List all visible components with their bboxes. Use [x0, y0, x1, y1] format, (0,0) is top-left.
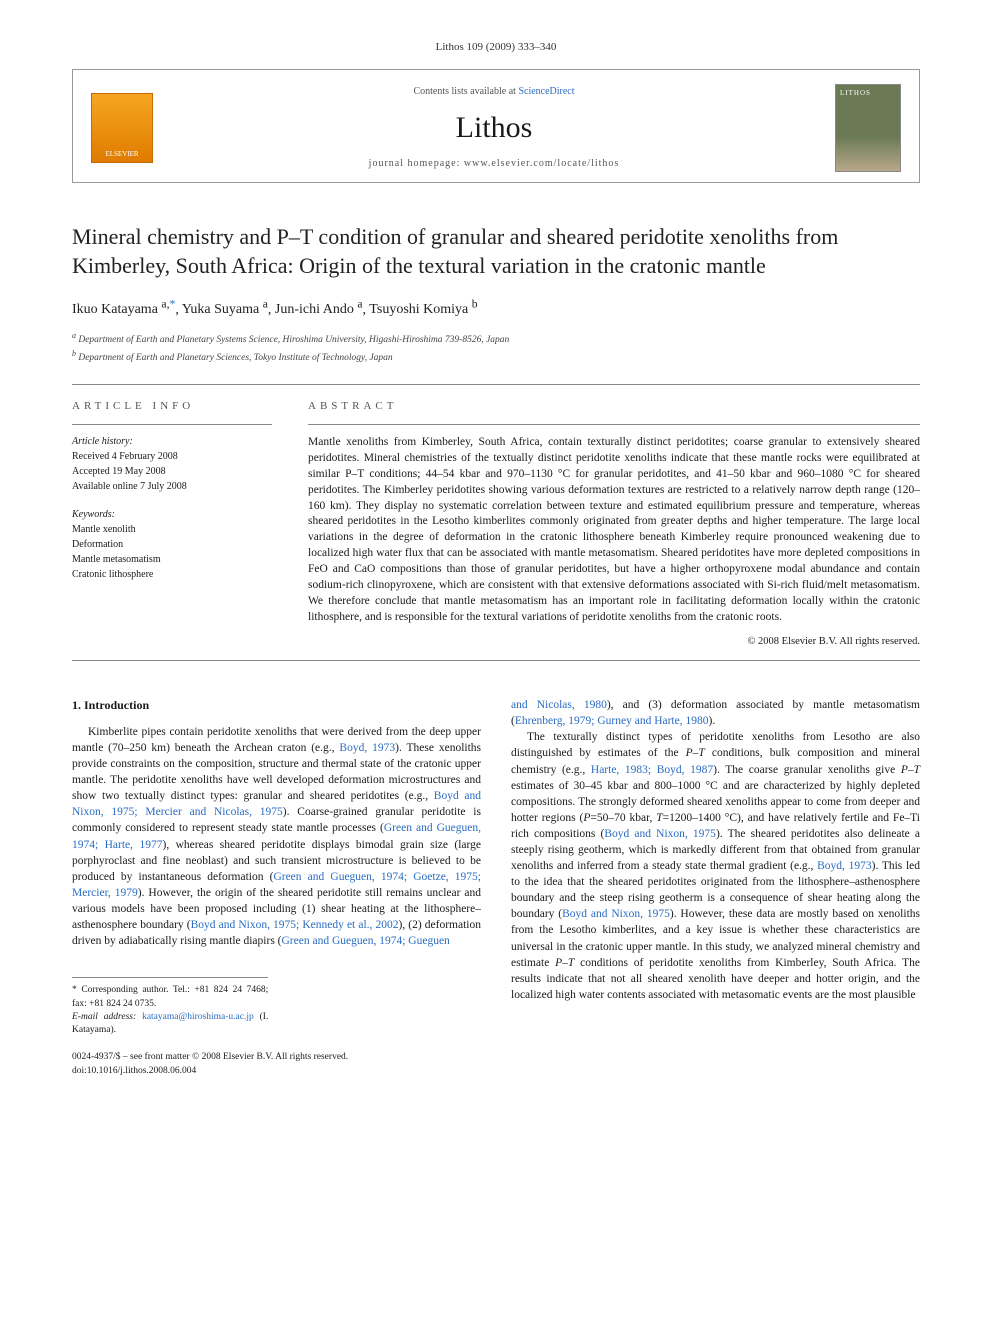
journal-homepage: journal homepage: www.elsevier.com/locat… — [171, 157, 817, 171]
homepage-prefix: journal homepage: — [369, 158, 464, 169]
abstract-col: abstract Mantle xenoliths from Kimberley… — [308, 399, 920, 650]
author-list: Ikuo Katayama a,*, Yuka Suyama a, Jun-ic… — [72, 297, 920, 320]
abstract-text: Mantle xenoliths from Kimberley, South A… — [308, 435, 920, 625]
email-footnote: E-mail address: katayama@hiroshima-u.ac.… — [72, 1011, 268, 1038]
keywords-block: Keywords: Mantle xenolith Deformation Ma… — [72, 508, 272, 582]
doi: doi:10.1016/j.lithos.2008.06.004 — [72, 1065, 481, 1078]
intro-para-1: Kimberlite pipes contain peridotite xeno… — [72, 724, 481, 949]
rule-abs — [308, 424, 920, 425]
intro-para-2: The texturally distinct types of peridot… — [511, 729, 920, 1003]
keyword-1: Mantle xenolith — [72, 523, 272, 537]
received-date: Received 4 February 2008 — [72, 450, 272, 464]
homepage-url: www.elsevier.com/locate/lithos — [464, 158, 619, 169]
article-title: Mineral chemistry and P–T condition of g… — [72, 223, 920, 280]
keywords-label: Keywords: — [72, 508, 272, 522]
author-2: Yuka Suyama a — [182, 302, 268, 317]
article-info-col: article info Article history: Received 4… — [72, 399, 272, 650]
avail-prefix: Contents lists available at — [413, 86, 518, 97]
author-3: Jun-ichi Ando a — [275, 302, 363, 317]
body-col-left: 1. Introduction Kimberlite pipes contain… — [72, 697, 481, 1078]
masthead-center: Contents lists available at ScienceDirec… — [171, 85, 817, 171]
history-label: Article history: — [72, 435, 272, 449]
rule-top — [72, 384, 920, 385]
running-head: Lithos 109 (2009) 333–340 — [72, 40, 920, 55]
intro-para-1-cont: and Nicolas, 1980), and (3) deformation … — [511, 697, 920, 729]
online-date: Available online 7 July 2008 — [72, 480, 272, 494]
keyword-3: Mantle metasomatism — [72, 553, 272, 567]
front-matter-copyright: 0024-4937/$ – see front matter © 2008 El… — [72, 1051, 481, 1078]
journal-name: Lithos — [171, 107, 817, 149]
corr-mark: * — [170, 298, 176, 311]
affiliations: a Department of Earth and Planetary Syst… — [72, 330, 920, 366]
journal-cover-thumb — [835, 84, 901, 172]
accepted-date: Accepted 19 May 2008 — [72, 465, 272, 479]
article-history: Article history: Received 4 February 200… — [72, 435, 272, 494]
footnotes: * Corresponding author. Tel.: +81 824 24… — [72, 977, 268, 1037]
contents-available: Contents lists available at ScienceDirec… — [171, 85, 817, 99]
section-1-heading: 1. Introduction — [72, 697, 481, 714]
journal-masthead: ELSEVIER Contents lists available at Sci… — [72, 69, 920, 183]
author-4: Tsuyoshi Komiya b — [369, 302, 477, 317]
abstract-copyright: © 2008 Elsevier B.V. All rights reserved… — [308, 635, 920, 650]
keyword-2: Deformation — [72, 538, 272, 552]
rule-bottom — [72, 660, 920, 661]
author-1: Ikuo Katayama a,* — [72, 302, 175, 317]
body-col-right: and Nicolas, 1980), and (3) deformation … — [511, 697, 920, 1078]
corr-footnote: * Corresponding author. Tel.: +81 824 24… — [72, 984, 268, 1011]
affiliation-a: a Department of Earth and Planetary Syst… — [72, 330, 920, 347]
abstract-heading: abstract — [308, 399, 920, 414]
affiliation-b: b Department of Earth and Planetary Scie… — [72, 348, 920, 365]
body-two-column: 1. Introduction Kimberlite pipes contain… — [72, 697, 920, 1078]
corr-email-link[interactable]: katayama@hiroshima-u.ac.jp — [142, 1012, 254, 1022]
rule-info — [72, 424, 272, 425]
sciencedirect-link[interactable]: ScienceDirect — [518, 86, 574, 97]
elsevier-logo: ELSEVIER — [91, 93, 153, 163]
keyword-4: Cratonic lithosphere — [72, 568, 272, 582]
info-abstract-row: article info Article history: Received 4… — [72, 399, 920, 650]
article-info-heading: article info — [72, 399, 272, 414]
